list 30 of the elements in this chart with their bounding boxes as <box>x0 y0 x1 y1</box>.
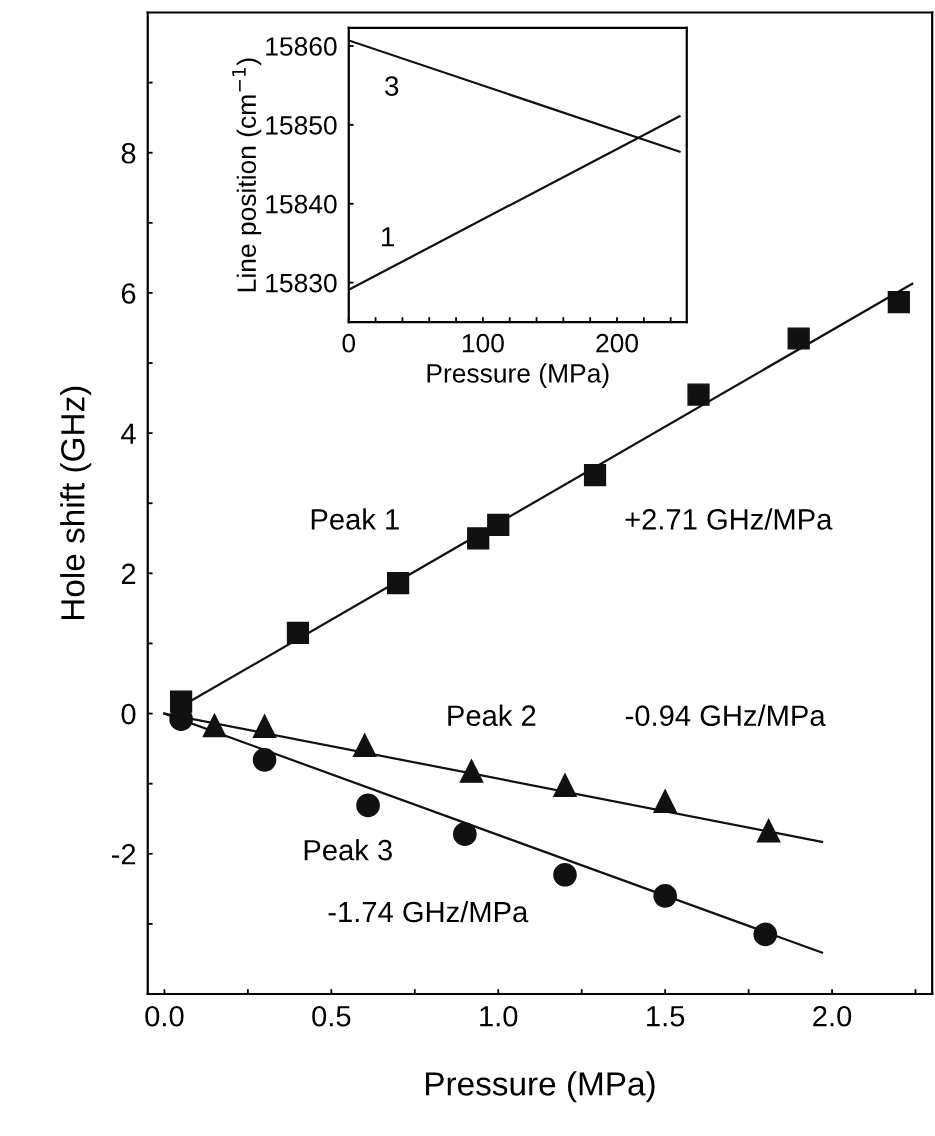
y-tick-label: 15860 <box>266 37 337 56</box>
x-tick-label: 0.0 <box>145 1005 184 1027</box>
x-tick-label: 1.0 <box>480 1005 518 1027</box>
y-tick-label: 6 <box>121 283 136 304</box>
annotation: +2.71 GHz/MPa <box>625 508 833 530</box>
x-axis-title: Pressure (MPa) <box>427 363 609 388</box>
annotation: -1.74 GHz/MPa <box>328 900 529 923</box>
annotation: Peak 3 <box>304 839 392 861</box>
y-tick-label: -2 <box>111 843 136 865</box>
x-tick-label: 100 <box>462 333 504 353</box>
y-tick-label: 15830 <box>266 273 337 293</box>
y-tick-label: 4 <box>121 423 136 444</box>
annotation: Peak 1 <box>311 508 399 530</box>
x-tick-label: 200 <box>596 333 638 353</box>
annotation: -0.94 GHz/MPa <box>625 704 826 727</box>
x-tick-label: 1.5 <box>647 1006 685 1027</box>
y-axis-title: Line position (cm$^{−1}$) <box>232 58 262 292</box>
x-tick-label: 2.0 <box>813 1005 852 1027</box>
annotation: 3 <box>385 76 399 96</box>
y-tick-label: 15850 <box>266 115 337 135</box>
y-tick-label: 8 <box>121 142 136 164</box>
y-tick-label: 2 <box>121 563 136 584</box>
annotation: 1 <box>382 227 394 247</box>
x-tick-label: 0.5 <box>312 1005 351 1027</box>
x-tick-label: 0 <box>342 333 356 353</box>
y-tick-label: 0 <box>121 703 136 725</box>
y-axis-title: Hole shift (GHz) <box>60 386 92 620</box>
annotation: Peak 2 <box>448 704 536 727</box>
y-tick-label: 15840 <box>266 194 337 214</box>
x-axis-title: Pressure (MPa) <box>426 1071 655 1103</box>
